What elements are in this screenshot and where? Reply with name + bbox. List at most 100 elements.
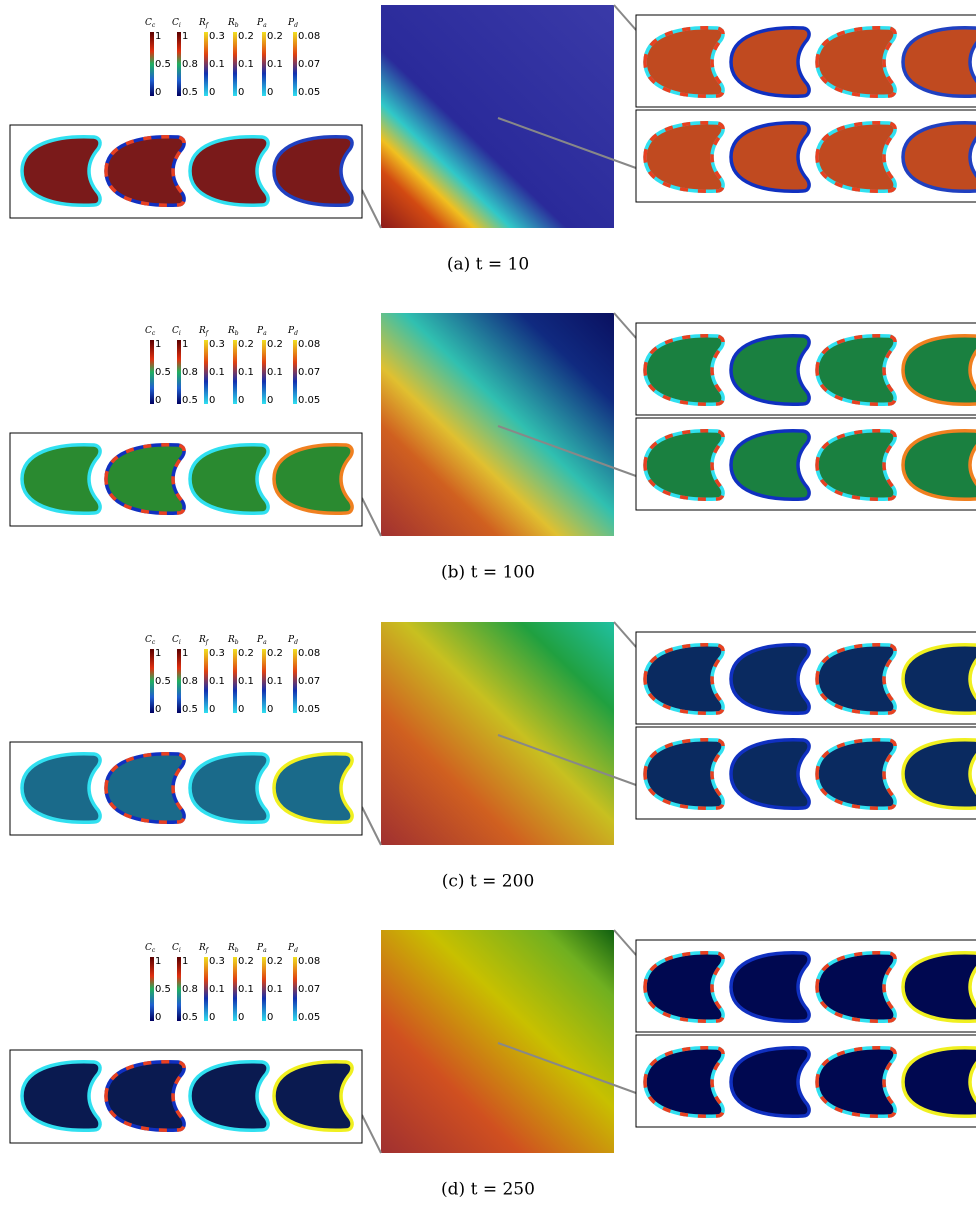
cell [901, 738, 976, 810]
cell-body [729, 738, 811, 810]
cell-body [272, 443, 354, 515]
colorbar [150, 340, 154, 404]
colorbar [150, 957, 154, 1021]
colorbar-tick: 0 [209, 1012, 215, 1023]
colorbar-tick: 0.1 [267, 984, 283, 995]
colorbar-tick: 0.08 [298, 956, 320, 967]
cell [901, 951, 976, 1023]
colorbar-label: Rb [227, 326, 239, 337]
colorbar-tick: 0.1 [238, 59, 254, 70]
cell-edge [815, 429, 897, 501]
colorbar-tick: 0 [209, 87, 215, 98]
heatmap [381, 5, 614, 228]
colorbar-tick: 0.2 [238, 31, 254, 42]
cell-edge [815, 334, 897, 406]
colorbar [293, 32, 297, 96]
cell-edge [643, 334, 725, 406]
colorbar-tick: 0.05 [298, 87, 320, 98]
connector [613, 312, 637, 339]
cell [901, 121, 976, 193]
colorbar-tick: 0.1 [238, 984, 254, 995]
colorbar-tick: 0.1 [209, 367, 225, 378]
colorbar-tick: 0 [209, 395, 215, 406]
colorbar-tick: 0.2 [238, 956, 254, 967]
panel: Cc10.50Ci10.80.5Rf0.30.10Rb0.20.10Pa0.20… [9, 4, 976, 275]
colorbar-tick: 0 [267, 704, 273, 715]
colorbar-tick: 0.3 [209, 956, 225, 967]
cell-edge [643, 1046, 725, 1118]
colorbar-label: Pd [287, 326, 298, 337]
connector [361, 497, 382, 537]
colorbar-label: Rf [198, 18, 210, 29]
colorbar-tick: 0 [238, 1012, 244, 1023]
cell [272, 135, 354, 207]
colorbar-tick: 0.8 [182, 367, 198, 378]
cell [104, 443, 186, 515]
cell-edge [643, 429, 725, 501]
cell-body [729, 1046, 811, 1118]
cell [815, 951, 897, 1023]
colorbar-tick: 0.2 [267, 31, 283, 42]
cell [729, 643, 811, 715]
cell [729, 738, 811, 810]
cell-body [901, 738, 976, 810]
connector [497, 1042, 637, 1094]
colorbar-tick: 1 [155, 339, 161, 350]
colorbar-label: Rf [198, 943, 210, 954]
heatmap [381, 313, 614, 536]
colorbar [177, 32, 181, 96]
cell [104, 1060, 186, 1132]
colorbar [204, 957, 208, 1021]
colorbar-tick: 0 [238, 87, 244, 98]
panel: Cc10.50Ci10.80.5Rf0.30.10Rb0.20.10Pa0.20… [9, 621, 976, 892]
cell [643, 26, 725, 98]
colorbar-tick: 0.08 [298, 648, 320, 659]
colorbar-tick: 0.3 [209, 31, 225, 42]
cell-body [901, 429, 976, 501]
cell-edge [815, 1046, 897, 1118]
colorbar [262, 649, 266, 713]
colorbar-tick: 1 [182, 31, 188, 42]
cell-body [901, 1046, 976, 1118]
cell-edge [815, 951, 897, 1023]
colorbar [293, 957, 297, 1021]
colorbar-label: Pa [256, 943, 267, 954]
cell-edge [643, 951, 725, 1023]
cell-body [188, 752, 270, 824]
colorbar-tick: 0.1 [267, 367, 283, 378]
colorbar-label: Cc [145, 635, 156, 646]
colorbar [233, 957, 237, 1021]
cell-body [729, 951, 811, 1023]
colorbar [204, 32, 208, 96]
caption: (a) t = 10 [447, 255, 529, 275]
colorbar [177, 340, 181, 404]
cell [643, 951, 725, 1023]
caption: (d) t = 250 [441, 1180, 535, 1200]
colorbar-tick: 0.5 [155, 984, 171, 995]
colorbar-label: Pa [256, 326, 267, 337]
cell [729, 334, 811, 406]
cell [815, 1046, 897, 1118]
cell-body [272, 135, 354, 207]
colorbar-tick: 0 [267, 1012, 273, 1023]
colorbar-tick: 1 [182, 956, 188, 967]
cell [643, 738, 725, 810]
colorbar-tick: 0.2 [267, 339, 283, 350]
cell [815, 643, 897, 715]
colorbar-tick: 0 [155, 704, 161, 715]
cell [901, 26, 976, 98]
colorbar-tick: 1 [182, 648, 188, 659]
cell [643, 429, 725, 501]
colorbar [150, 32, 154, 96]
colorbar [262, 32, 266, 96]
cell-body [20, 752, 102, 824]
colorbar-tick: 0.1 [209, 676, 225, 687]
colorbar-label: Rf [198, 635, 210, 646]
colorbar [177, 957, 181, 1021]
cell [20, 1060, 102, 1132]
colorbar-tick: 0 [155, 87, 161, 98]
connector [497, 117, 637, 169]
cell [815, 26, 897, 98]
cell [729, 26, 811, 98]
